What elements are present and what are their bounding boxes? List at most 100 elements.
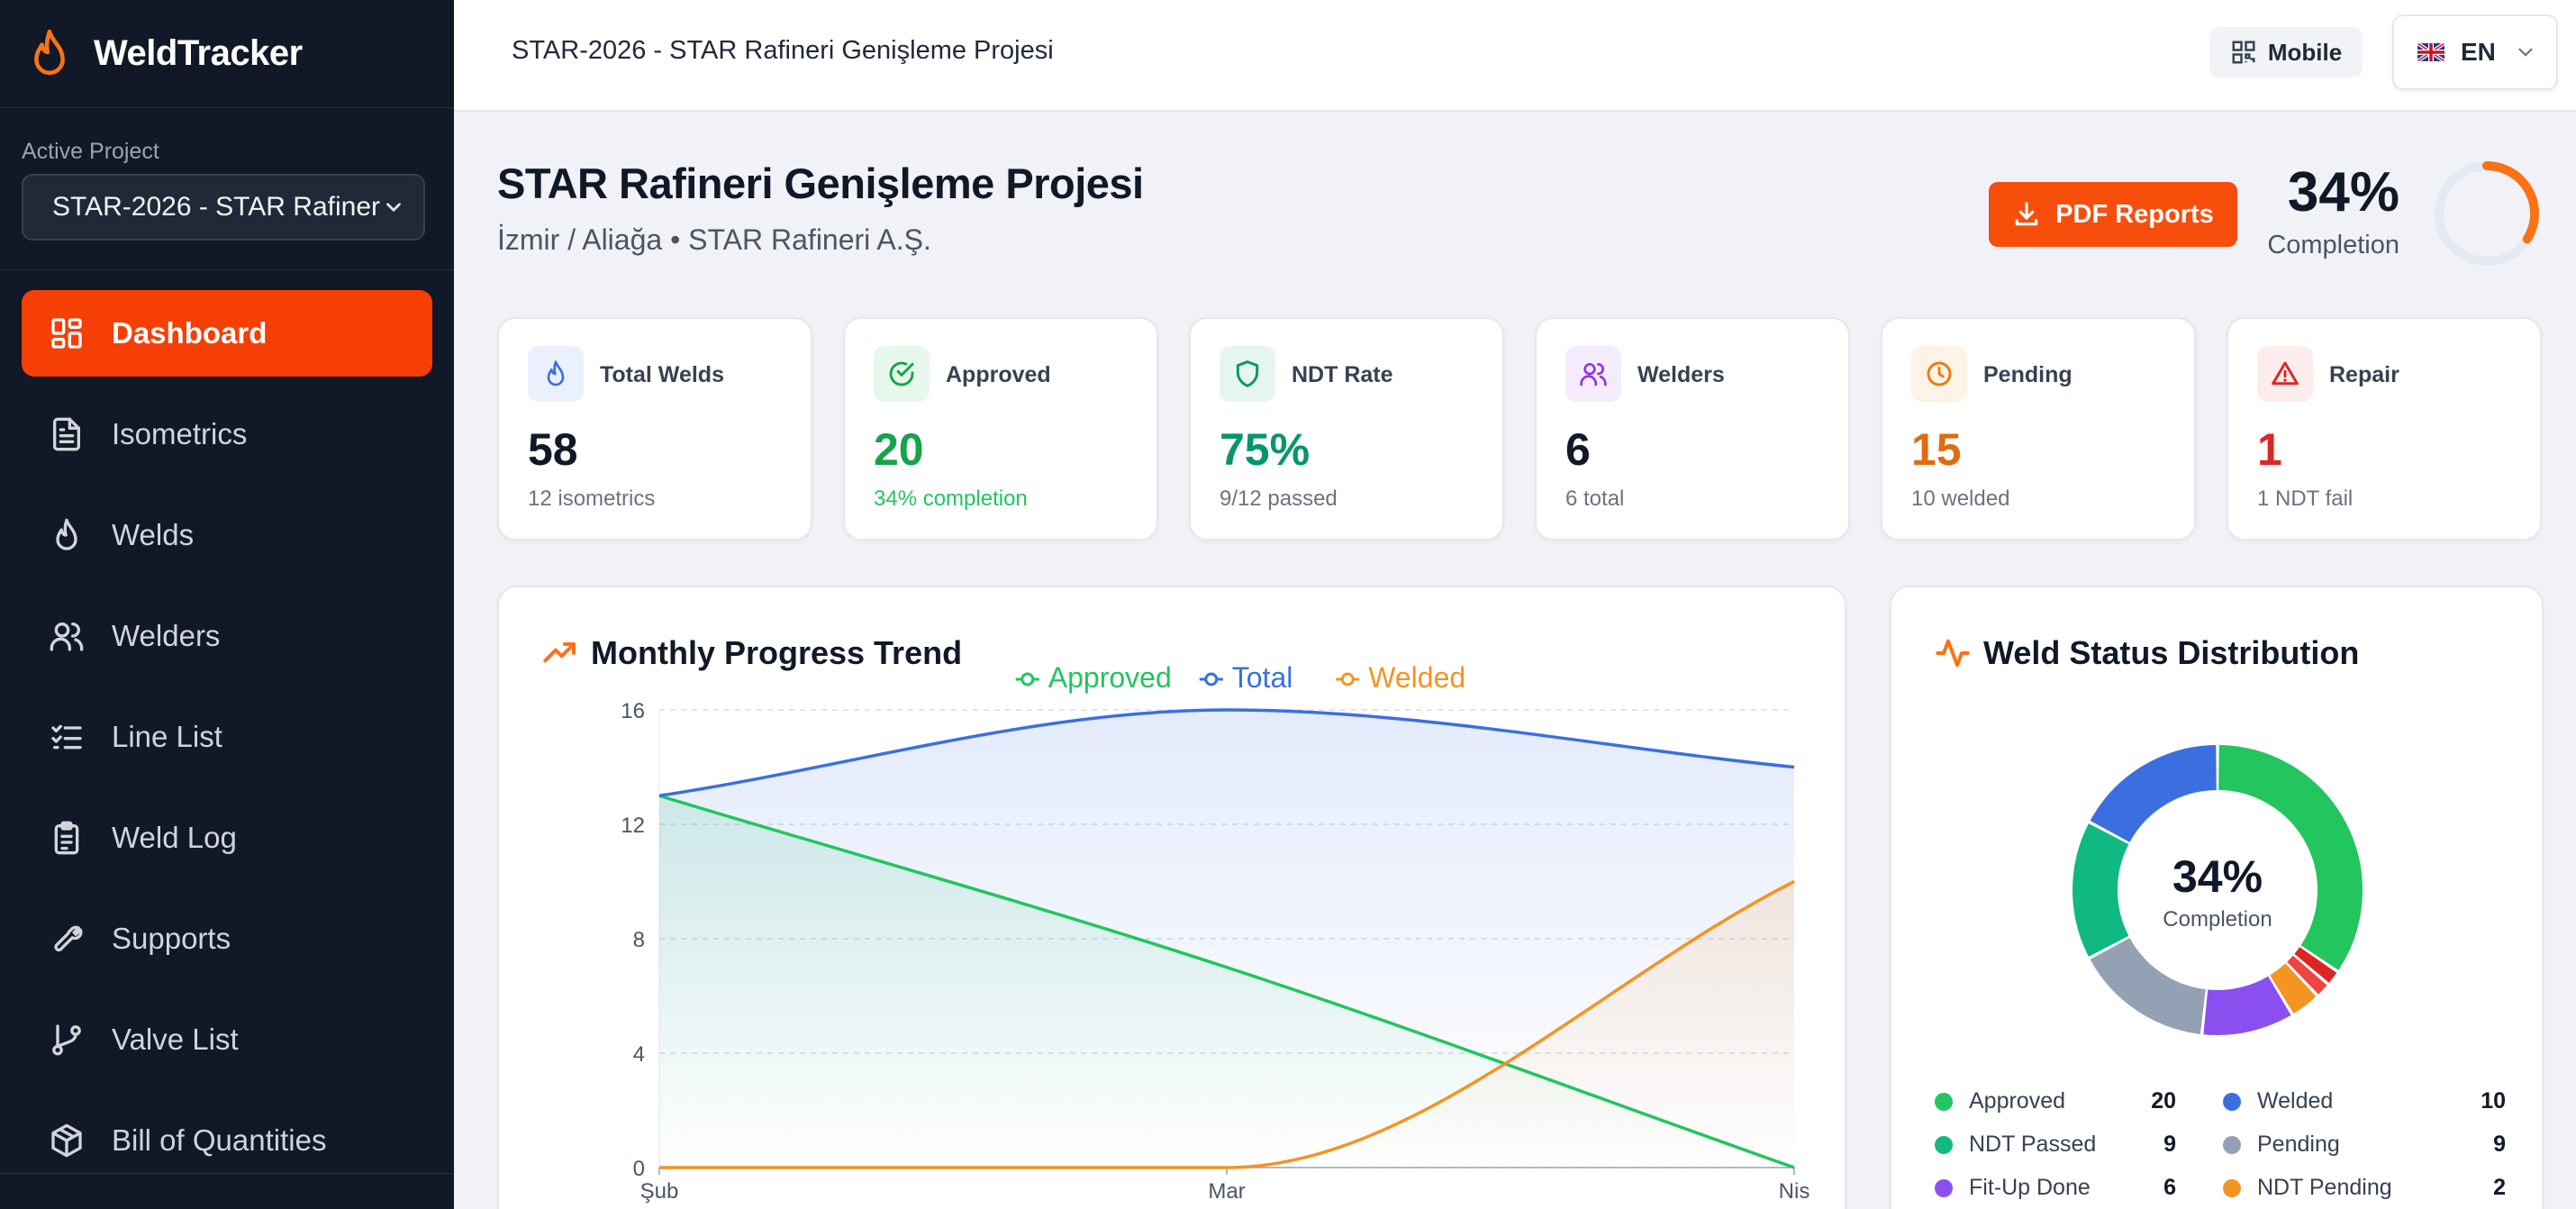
stat-value: 6 bbox=[1565, 424, 1591, 475]
sidebar-item-welds[interactable]: Welds bbox=[22, 492, 432, 578]
sidebar-item-label: Supports bbox=[112, 922, 231, 955]
sidebar-item-welders[interactable]: Welders bbox=[22, 593, 432, 679]
series-line-approved[interactable] bbox=[658, 794, 1795, 1169]
flame-logo-icon bbox=[34, 29, 65, 75]
x-tick-label: Şub bbox=[640, 1179, 679, 1204]
mobile-button-label: Mobile bbox=[2267, 38, 2343, 66]
distribution-panel-header: Weld Status Distribution bbox=[1935, 634, 2359, 672]
brand[interactable]: WeldTracker bbox=[0, 0, 454, 108]
legend-item-total[interactable]: Total bbox=[1199, 661, 1293, 694]
donut-slice-repair[interactable] bbox=[2294, 947, 2337, 983]
sidebar-item-label: Isometrics bbox=[112, 417, 248, 450]
stat-label: Approved bbox=[946, 362, 1051, 387]
sidebar-item-label: Weld Log bbox=[112, 821, 237, 854]
language-selector[interactable]: EN bbox=[2392, 14, 2558, 90]
sidebar-item-supports[interactable]: Supports bbox=[22, 895, 432, 982]
legend-item: NDT Passed bbox=[1935, 1132, 2096, 1158]
legend-name: Pending bbox=[2257, 1132, 2340, 1157]
users-icon bbox=[1580, 363, 1607, 386]
stat-label: Repair bbox=[2329, 362, 2399, 387]
pdf-reports-button[interactable]: PDF Reports bbox=[1989, 182, 2237, 247]
stat-card-repair[interactable]: Repair 1 1 NDT fail bbox=[2227, 317, 2542, 541]
legend-name: Welded bbox=[2257, 1088, 2334, 1114]
stat-value: 58 bbox=[528, 424, 578, 475]
legend-dot bbox=[2223, 1178, 2241, 1197]
mobile-button[interactable]: Mobile bbox=[2209, 27, 2363, 77]
flame-icon bbox=[56, 518, 77, 550]
completion-ring-arc bbox=[2435, 161, 2539, 266]
topbar-project-title: STAR-2026 - STAR Rafineri Genişleme Proj… bbox=[512, 36, 1054, 65]
stat-card-welders[interactable]: Welders 6 6 total bbox=[1535, 317, 1850, 541]
legend-item-welded[interactable]: Welded bbox=[1336, 661, 1465, 694]
monthly-progress-trend-panel: Monthly Progress Trend 0 4 8 12 16 Şub Mar Nis A… bbox=[497, 586, 1846, 1209]
donut-slice-ndt-passed[interactable] bbox=[2073, 823, 2129, 957]
legend-item: Fit-Up Done bbox=[1935, 1175, 2091, 1201]
donut-slice-welded[interactable] bbox=[2090, 745, 2218, 843]
stat-card-approved[interactable]: Approved 20 34% completion bbox=[843, 317, 1158, 541]
chevron-down-icon bbox=[2518, 48, 2533, 57]
sidebar-item-valve-list[interactable]: Valve List bbox=[22, 996, 432, 1083]
completion-label: Completion bbox=[2267, 231, 2399, 259]
stat-icon-bg bbox=[874, 346, 930, 402]
stat-card-pending[interactable]: Pending 15 10 welded bbox=[1881, 317, 2196, 541]
project-select[interactable]: STAR-2026 - STAR Rafineri bbox=[22, 174, 425, 241]
legend-dot bbox=[1935, 1092, 1953, 1111]
stat-card-ndt-rate[interactable]: NDT Rate 75% 9/12 passed bbox=[1189, 317, 1504, 541]
completion-percentage: 34% bbox=[2287, 161, 2399, 223]
stat-icon-bg bbox=[2257, 346, 2313, 402]
stat-label: NDT Rate bbox=[1292, 362, 1393, 387]
language-code: EN bbox=[2461, 38, 2496, 66]
series-line-welded[interactable] bbox=[659, 879, 1795, 1169]
project-selector-block: Active Project STAR-2026 - STAR Rafineri bbox=[0, 108, 454, 270]
series-area-total bbox=[659, 710, 1794, 1168]
flame-icon bbox=[547, 360, 565, 386]
check-circle-icon bbox=[889, 361, 914, 386]
legend-value: 2 bbox=[2493, 1175, 2506, 1200]
donut-slice-ndt-pending[interactable] bbox=[2269, 963, 2317, 1014]
sidebar-item-bill-of-quantities[interactable]: Bill of Quantities bbox=[22, 1097, 432, 1184]
page-subtitle: İzmir / Aliağa • STAR Rafineri A.Ş. bbox=[497, 223, 931, 256]
legend-item: Pending bbox=[2223, 1132, 2340, 1158]
y-tick-label: 0 bbox=[633, 1157, 645, 1181]
donut-slice-approved[interactable] bbox=[2218, 745, 2363, 970]
chevron-down-icon bbox=[386, 203, 401, 212]
sidebar-item-line-list[interactable]: Line List bbox=[22, 694, 432, 780]
stat-icon-bg bbox=[1220, 346, 1275, 402]
legend-dot bbox=[2223, 1092, 2241, 1111]
legend-dot bbox=[2223, 1135, 2241, 1154]
legend-value: 10 bbox=[2481, 1088, 2506, 1114]
donut-slice-pending[interactable] bbox=[2090, 937, 2207, 1034]
legend-item: NDT Pending bbox=[2223, 1175, 2392, 1201]
donut-slice-fit-up-done[interactable] bbox=[2203, 976, 2291, 1035]
legend-item-approved[interactable]: Approved bbox=[1015, 661, 1172, 694]
sidebar-item-label: Welders bbox=[112, 619, 221, 652]
sidebar-item-dashboard[interactable]: Dashboard bbox=[22, 290, 432, 377]
pdf-reports-label: PDF Reports bbox=[2055, 199, 2214, 229]
sidebar-item-label: Valve List bbox=[112, 1023, 239, 1056]
series-line-total[interactable] bbox=[658, 708, 1795, 797]
donut-slice-ndt-failed[interactable] bbox=[2287, 955, 2327, 995]
legend-item: Welded bbox=[2223, 1088, 2333, 1114]
warning-icon bbox=[2272, 361, 2299, 386]
users-icon bbox=[50, 623, 84, 651]
legend-dot bbox=[1935, 1178, 1953, 1197]
sidebar-nav: Dashboard Isometrics Welds Welders Line … bbox=[0, 270, 454, 1184]
sidebar-item-label: Line List bbox=[112, 720, 222, 753]
stat-subtext: 1 NDT fail bbox=[2257, 486, 2354, 511]
sidebar-item-isometrics[interactable]: Isometrics bbox=[22, 391, 432, 477]
stat-card-total-welds[interactable]: Total Welds 58 12 isometrics bbox=[497, 317, 812, 541]
project-label: Active Project bbox=[22, 139, 159, 164]
legend-name: Approved bbox=[1969, 1088, 2066, 1114]
stat-value: 1 bbox=[2257, 424, 2282, 475]
weld-status-distribution-panel: Weld Status Distribution 34% Completion … bbox=[1890, 586, 2544, 1209]
stat-icon-bg bbox=[1911, 346, 1967, 402]
wrench-icon bbox=[54, 925, 83, 952]
trend-panel-header: Monthly Progress Trend bbox=[542, 634, 962, 672]
download-icon bbox=[2015, 202, 2038, 226]
legend-label: Approved bbox=[1048, 661, 1172, 694]
stat-subtext: 10 welded bbox=[1911, 486, 2010, 511]
stat-label: Pending bbox=[1983, 362, 2073, 387]
sidebar-item-weld-log[interactable]: Weld Log bbox=[22, 795, 432, 881]
clock-icon bbox=[1927, 361, 1952, 386]
completion-ring bbox=[2435, 161, 2539, 266]
